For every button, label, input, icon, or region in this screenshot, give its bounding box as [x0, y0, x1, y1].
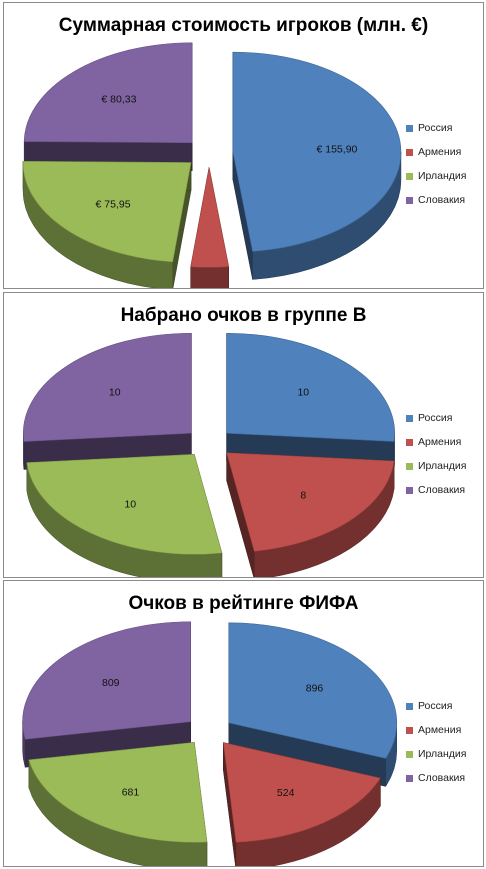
pie-chart: € 155,90€ 11,68€ 75,95€ 80,33	[22, 42, 402, 288]
slice-3	[28, 742, 208, 866]
legend-item: Ирландия	[406, 459, 466, 473]
legend-item: Россия	[406, 121, 452, 135]
slice-top	[228, 622, 398, 759]
legend-swatch	[406, 196, 413, 204]
legend-label: Армения	[418, 436, 462, 448]
legend-swatch	[406, 750, 413, 758]
chart-title: Суммарная стоимость игроков (млн. €)	[58, 15, 429, 36]
slice-top	[226, 452, 395, 552]
legend-label: Ирландия	[418, 170, 467, 182]
legend-item: Ирландия	[406, 169, 466, 183]
legend-label: Ирландия	[418, 460, 467, 472]
slice-top	[232, 51, 402, 252]
chart-title: Набрано очков в группе В	[120, 305, 367, 326]
legend-swatch	[406, 172, 413, 180]
legend-label: Ирландия	[418, 748, 467, 760]
legend-label: Россия	[418, 122, 453, 134]
data-label: 524	[277, 787, 295, 799]
slice-2	[190, 167, 230, 288]
data-label: € 75,95	[96, 199, 131, 211]
slice-2	[223, 742, 381, 866]
legend-item: Словакия	[406, 483, 465, 497]
legend-swatch	[406, 702, 413, 710]
pie-chart: 896 524 681 809	[22, 621, 398, 866]
legend-item: Армения	[406, 145, 461, 159]
pie-chart: 10 8 10 10	[23, 332, 395, 577]
slice-3	[22, 161, 192, 288]
slice-top	[223, 742, 381, 843]
legend-item: Армения	[406, 723, 461, 737]
legend-swatch	[406, 148, 413, 156]
data-label: 10	[124, 498, 136, 510]
legend-swatch	[406, 462, 413, 470]
legend-item: Словакия	[406, 771, 465, 785]
legend-label: Словакия	[418, 484, 466, 496]
legend-item: Ирландия	[406, 747, 466, 761]
data-label: 681	[122, 786, 140, 798]
data-label: € 155,90	[317, 144, 358, 156]
chart-title: Очков в рейтинге ФИФА	[128, 593, 359, 614]
slice-4	[23, 42, 193, 172]
data-label: € 80,33	[101, 94, 136, 106]
slice-top	[23, 332, 192, 442]
slice-top	[190, 167, 230, 268]
slice-top	[28, 742, 208, 843]
data-label: 10	[297, 386, 309, 398]
legend-item: Россия	[406, 699, 452, 713]
legend-label: Армения	[418, 146, 462, 158]
slice-2	[226, 452, 395, 577]
legend-swatch	[406, 486, 413, 494]
data-label: 10	[109, 386, 121, 398]
data-label: 809	[102, 677, 120, 689]
legend-swatch	[406, 726, 413, 734]
data-label: 896	[306, 683, 324, 695]
slice-top	[22, 621, 191, 740]
slice-top	[26, 454, 223, 555]
chart-panel-group-points: Набрано очков в группе В 10 8 10 10 Россия А…	[3, 292, 484, 578]
legend-label: Словакия	[418, 772, 466, 784]
slice-4	[23, 332, 192, 470]
legend-swatch	[406, 774, 413, 782]
slice-1	[226, 332, 395, 470]
legend-label: Россия	[418, 700, 453, 712]
slice-top	[22, 161, 192, 263]
legend-item: Россия	[406, 411, 452, 425]
legend-swatch	[406, 414, 413, 422]
legend-swatch	[406, 124, 413, 132]
legend-swatch	[406, 438, 413, 446]
chart-panel-fifa-rating: Очков в рейтинге ФИФА 896 524 681 809 Росси…	[3, 580, 484, 867]
chart-panel-player-value: Суммарная стоимость игроков (млн. €) € 1…	[3, 2, 484, 289]
legend-item: Словакия	[406, 193, 465, 207]
slice-top	[23, 42, 193, 144]
legend-label: Армения	[418, 724, 462, 736]
slice-top	[226, 332, 395, 442]
legend-item: Армения	[406, 435, 461, 449]
legend-label: Россия	[418, 412, 453, 424]
slice-3	[26, 454, 223, 577]
legend-label: Словакия	[418, 194, 466, 206]
slice-1	[232, 51, 402, 280]
data-label: 8	[300, 490, 306, 502]
slice-rim	[190, 266, 229, 288]
